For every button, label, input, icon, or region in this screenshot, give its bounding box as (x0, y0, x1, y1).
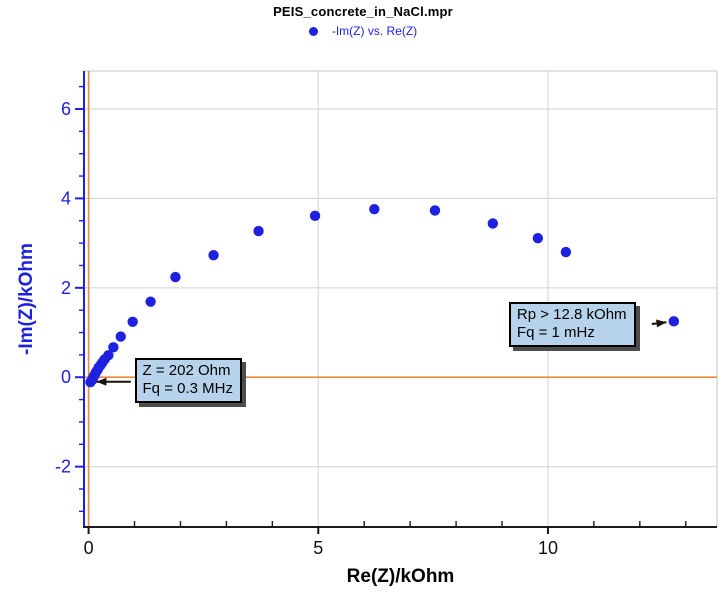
plot-header: PEIS_concrete_in_NaCl.mpr -Im(Z) vs. Re(… (0, 4, 726, 38)
annotation-box-high-frequency[interactable]: Z = 202 Ohm Fq = 0.3 MHz (134, 357, 242, 403)
legend: -Im(Z) vs. Re(Z) (0, 24, 726, 38)
plot-title: PEIS_concrete_in_NaCl.mpr (273, 4, 453, 19)
svg-text:10: 10 (538, 538, 558, 558)
svg-text:4: 4 (61, 188, 71, 208)
svg-text:0: 0 (84, 538, 94, 558)
annotation-box-rp[interactable]: Rp > 12.8 kOhm Fq = 1 mHz (508, 301, 636, 347)
svg-text:5: 5 (313, 538, 323, 558)
svg-text:6: 6 (61, 99, 71, 119)
legend-marker-icon (308, 26, 318, 36)
annotation-line: Fq = 1 mHz (516, 323, 595, 341)
y-axis-label: -Im(Z)/kOhm (16, 243, 37, 355)
x-axis-label: Re(Z)/kOhm (346, 566, 455, 587)
svg-text:2: 2 (61, 278, 71, 298)
annotation-line: Z = 202 Ohm (142, 361, 231, 379)
annotation-line: Fq = 0.3 MHz (142, 379, 233, 397)
svg-text:0: 0 (61, 367, 71, 387)
svg-text:-2: -2 (55, 457, 71, 477)
annotation-line: Rp > 12.8 kOhm (516, 305, 627, 323)
legend-label: -Im(Z) vs. Re(Z) (331, 24, 418, 38)
